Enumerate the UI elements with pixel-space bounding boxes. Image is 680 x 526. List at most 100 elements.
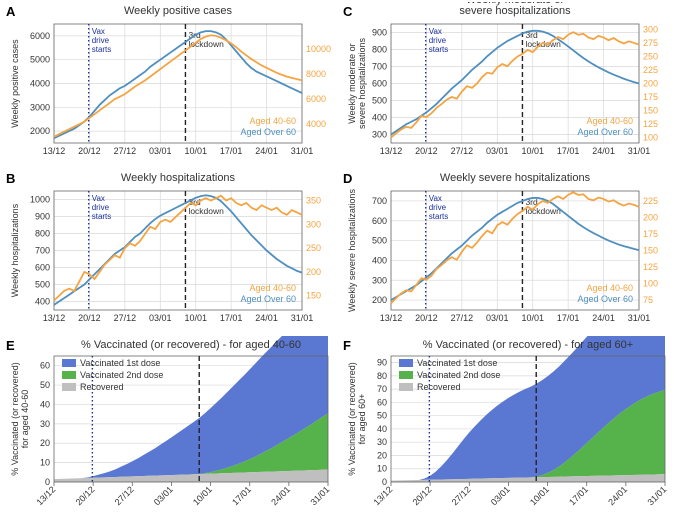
svg-text:Aged Over 60: Aged Over 60 [240, 294, 296, 304]
svg-text:31/01: 31/01 [291, 313, 314, 323]
svg-text:200: 200 [643, 212, 658, 222]
svg-text:800: 800 [372, 45, 387, 55]
svg-text:drive: drive [429, 203, 447, 212]
svg-text:70: 70 [377, 384, 387, 394]
svg-text:24/01: 24/01 [606, 484, 629, 507]
svg-text:225: 225 [643, 196, 658, 206]
panel-b: B400500600700800900100015020025030035013… [4, 169, 339, 334]
svg-text:125: 125 [643, 262, 658, 272]
svg-text:31/01: 31/01 [628, 146, 651, 156]
svg-text:severe hospitalizations: severe hospitalizations [357, 37, 367, 129]
svg-text:600: 600 [35, 263, 50, 273]
svg-text:drive: drive [92, 36, 110, 45]
svg-text:17/01: 17/01 [220, 313, 243, 323]
svg-text:10/01: 10/01 [191, 484, 214, 507]
svg-text:200: 200 [372, 295, 387, 305]
svg-text:for aged 40-60: for aged 40-60 [20, 390, 30, 449]
svg-text:225: 225 [643, 65, 658, 75]
svg-text:Weekly severe hospitalizations: Weekly severe hospitalizations [440, 172, 591, 184]
panel-f: F010203040506070809013/1220/1227/1203/01… [341, 336, 676, 526]
svg-text:17/01: 17/01 [230, 484, 253, 507]
svg-text:drive: drive [92, 203, 110, 212]
svg-text:900: 900 [372, 28, 387, 38]
svg-text:Vax: Vax [92, 194, 105, 203]
svg-text:17/01: 17/01 [220, 146, 243, 156]
svg-text:400: 400 [372, 255, 387, 265]
svg-text:200: 200 [643, 79, 658, 89]
panel-a: A200030004000500060004000600080001000013… [4, 2, 339, 167]
svg-text:150: 150 [306, 291, 321, 301]
svg-text:1000: 1000 [30, 195, 50, 205]
svg-text:10/01: 10/01 [184, 313, 207, 323]
svg-text:03/01: 03/01 [152, 484, 175, 507]
svg-text:13/12: 13/12 [371, 484, 394, 507]
svg-text:100: 100 [643, 279, 658, 289]
svg-text:Weekly moderate or: Weekly moderate or [347, 43, 357, 123]
svg-text:175: 175 [643, 92, 658, 102]
svg-text:Vaccinated 2nd dose: Vaccinated 2nd dose [417, 370, 500, 380]
svg-text:20: 20 [40, 438, 50, 448]
svg-text:60: 60 [40, 361, 50, 371]
svg-text:80: 80 [377, 371, 387, 381]
svg-text:31/01: 31/01 [645, 484, 668, 507]
panel-label-b: B [6, 171, 15, 186]
svg-text:24/01: 24/01 [255, 146, 278, 156]
svg-text:20: 20 [377, 450, 387, 460]
svg-text:13/12: 13/12 [43, 146, 66, 156]
svg-text:13/12: 13/12 [380, 313, 403, 323]
panel-label-a: A [6, 4, 15, 19]
svg-text:Vax: Vax [429, 194, 442, 203]
svg-text:17/01: 17/01 [557, 313, 580, 323]
svg-text:150: 150 [643, 106, 658, 116]
svg-text:Aged 40-60: Aged 40-60 [586, 116, 633, 126]
svg-text:50: 50 [377, 411, 387, 421]
svg-text:800: 800 [35, 229, 50, 239]
svg-text:lockdown: lockdown [188, 206, 224, 216]
svg-text:Vax: Vax [429, 27, 442, 36]
svg-text:75: 75 [643, 295, 653, 305]
svg-text:% Vaccinated (or recovered): % Vaccinated (or recovered) [347, 362, 357, 475]
svg-text:Weekly hospitalizations: Weekly hospitalizations [10, 203, 20, 297]
panel-label-d: D [343, 171, 352, 186]
svg-text:Aged Over 60: Aged Over 60 [577, 127, 633, 137]
svg-text:175: 175 [643, 229, 658, 239]
svg-text:starts: starts [92, 45, 112, 54]
svg-text:03/01: 03/01 [489, 484, 512, 507]
svg-text:27/12: 27/12 [114, 146, 137, 156]
svg-text:30: 30 [40, 419, 50, 429]
svg-text:24/01: 24/01 [255, 313, 278, 323]
svg-text:severe hospitalizations: severe hospitalizations [459, 5, 571, 17]
panel-e: E010203040506013/1220/1227/1203/0110/011… [4, 336, 339, 526]
svg-text:400: 400 [372, 113, 387, 123]
svg-text:500: 500 [35, 280, 50, 290]
svg-text:10/01: 10/01 [184, 146, 207, 156]
svg-text:drive: drive [429, 36, 447, 45]
svg-text:100: 100 [643, 133, 658, 143]
svg-text:Aged 40-60: Aged 40-60 [249, 283, 296, 293]
svg-text:6000: 6000 [30, 31, 50, 41]
svg-text:700: 700 [372, 62, 387, 72]
svg-text:31/01: 31/01 [308, 484, 331, 507]
svg-text:20/12: 20/12 [78, 146, 101, 156]
svg-text:200: 200 [306, 267, 321, 277]
svg-text:4000: 4000 [306, 119, 326, 129]
svg-text:starts: starts [429, 45, 449, 54]
svg-text:20/12: 20/12 [74, 484, 97, 507]
svg-text:300: 300 [643, 24, 658, 34]
svg-text:03/01: 03/01 [149, 146, 172, 156]
svg-text:250: 250 [643, 51, 658, 61]
svg-text:Weekly positive cases: Weekly positive cases [124, 5, 233, 17]
svg-text:4000: 4000 [30, 79, 50, 89]
svg-text:Recovered: Recovered [80, 382, 124, 392]
svg-text:400: 400 [35, 297, 50, 307]
svg-text:Aged 40-60: Aged 40-60 [249, 116, 296, 126]
svg-text:20/12: 20/12 [78, 313, 101, 323]
panel-d: D200300400500600700751001251501752002251… [341, 169, 676, 334]
chart-grid: A200030004000500060004000600080001000013… [0, 0, 680, 526]
svg-text:10: 10 [377, 464, 387, 474]
svg-text:300: 300 [306, 219, 321, 229]
svg-text:30: 30 [377, 437, 387, 447]
svg-text:24/01: 24/01 [269, 484, 292, 507]
svg-text:% Vaccinated (or recovered) -: % Vaccinated (or recovered) - for aged 4… [81, 339, 301, 351]
svg-text:5000: 5000 [30, 55, 50, 65]
